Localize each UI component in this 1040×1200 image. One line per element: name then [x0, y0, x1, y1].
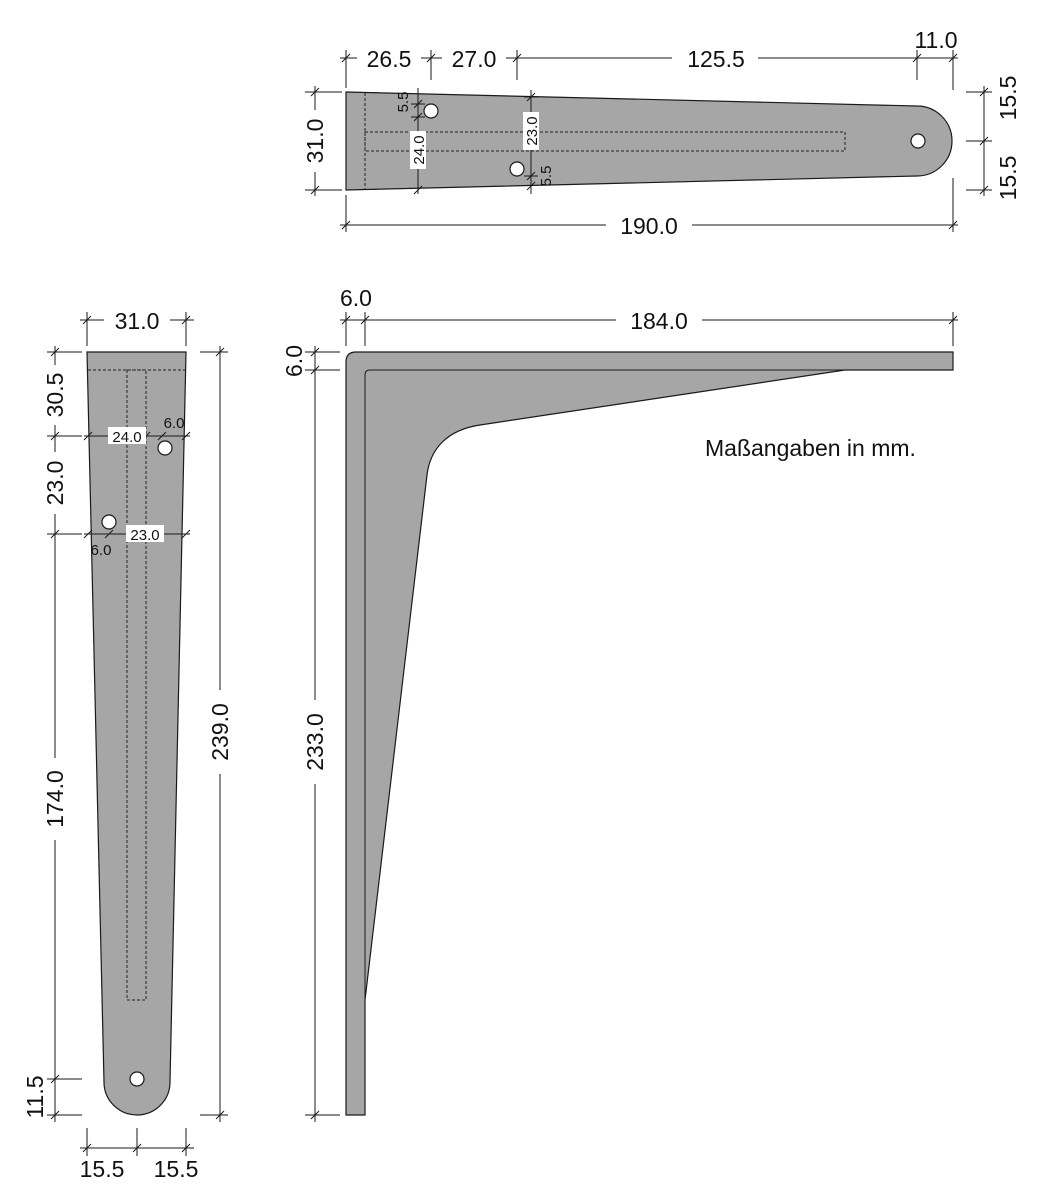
- top-view-right-dimension: 15.5 15.5: [966, 76, 1021, 201]
- top-view-chain-dimension: 26.5 27.0 125.5 11.0: [340, 27, 958, 90]
- side-view-bracket-outline: [345, 351, 954, 1116]
- front-view: 31.0 30.5 23.0 174.0 11.5: [22, 307, 233, 1182]
- top-view-inner-dimensions: 5.5 24.0 23.0 5.5: [395, 88, 555, 195]
- front-dim-11-5: 11.5: [22, 1075, 48, 1118]
- side-view-left-dimension: 6.0 233.0: [281, 345, 340, 1122]
- side-dim-6-0-h: 6.0: [340, 285, 372, 311]
- top-view-bracket-outline: [345, 91, 953, 191]
- top-view: 26.5 27.0 125.5 11.0 190.0 31.0: [302, 27, 1021, 239]
- front-dim-24-0: 24.0: [112, 429, 141, 446]
- top-view-hole-3: [910, 133, 926, 149]
- front-dim-174-0: 174.0: [42, 770, 68, 828]
- front-dim-6-0-a: 6.0: [164, 415, 185, 432]
- side-dim-233-0: 233.0: [302, 713, 328, 771]
- top-dim-11-0: 11.0: [914, 27, 957, 53]
- front-view-hole-1: [157, 440, 173, 456]
- front-view-bottom-dimension: 15.5 15.5: [80, 1128, 199, 1182]
- front-view-width-dimension: 31.0: [80, 307, 194, 346]
- front-dim-239-0: 239.0: [207, 703, 233, 761]
- front-dim-15-5-left: 15.5: [80, 1156, 125, 1182]
- front-dim-23-0-v: 23.0: [42, 461, 68, 506]
- side-view-top-dimension: 6.0 184.0: [340, 285, 958, 346]
- front-view-hole-2: [101, 514, 117, 530]
- top-view-hole-1: [423, 103, 439, 119]
- side-dim-6-0-v: 6.0: [281, 345, 307, 377]
- top-dim-190-0: 190.0: [620, 213, 678, 239]
- front-view-hidden-slot: [126, 369, 147, 1001]
- front-dim-6-0-b: 6.0: [91, 542, 112, 559]
- top-dim-5-5-b: 5.5: [538, 166, 555, 187]
- top-dim-31-0: 31.0: [302, 119, 328, 164]
- top-view-hole-2: [509, 161, 525, 177]
- top-dim-15-5-lower: 15.5: [995, 156, 1021, 201]
- front-dim-30-5: 30.5: [42, 373, 68, 418]
- units-note: Maßangaben in mm.: [705, 435, 916, 461]
- top-dim-15-5-upper: 15.5: [995, 76, 1021, 121]
- front-view-hole-3: [129, 1071, 145, 1087]
- top-dim-24-0: 24.0: [411, 135, 428, 164]
- front-view-bracket-outline: [86, 351, 187, 1116]
- top-dim-23-0: 23.0: [524, 116, 541, 145]
- top-dim-27-0: 27.0: [452, 46, 497, 72]
- front-dim-15-5-right: 15.5: [154, 1156, 199, 1182]
- front-dim-31-0: 31.0: [115, 308, 160, 334]
- front-view-left-chain-dimension: 30.5 23.0 174.0 11.5: [22, 346, 82, 1122]
- side-dim-184-0: 184.0: [630, 308, 688, 334]
- top-dim-5-5-a: 5.5: [395, 92, 412, 113]
- side-view-inner-edge: [364, 369, 845, 1000]
- front-dim-23-0-h: 23.0: [130, 527, 159, 544]
- front-view-height-dimension: 239.0: [200, 346, 233, 1122]
- side-view: 6.0 184.0 6.0 233.0: [281, 285, 958, 1122]
- top-view-length-dimension: 190.0: [340, 178, 958, 239]
- top-dim-125-5: 125.5: [687, 46, 745, 72]
- top-dim-26-5: 26.5: [367, 46, 412, 72]
- top-view-height-dimension: 31.0: [302, 86, 342, 196]
- top-view-hidden-slot: [364, 131, 846, 152]
- front-view-inner-dimensions: 24.0 6.0 23.0 6.0: [83, 415, 191, 559]
